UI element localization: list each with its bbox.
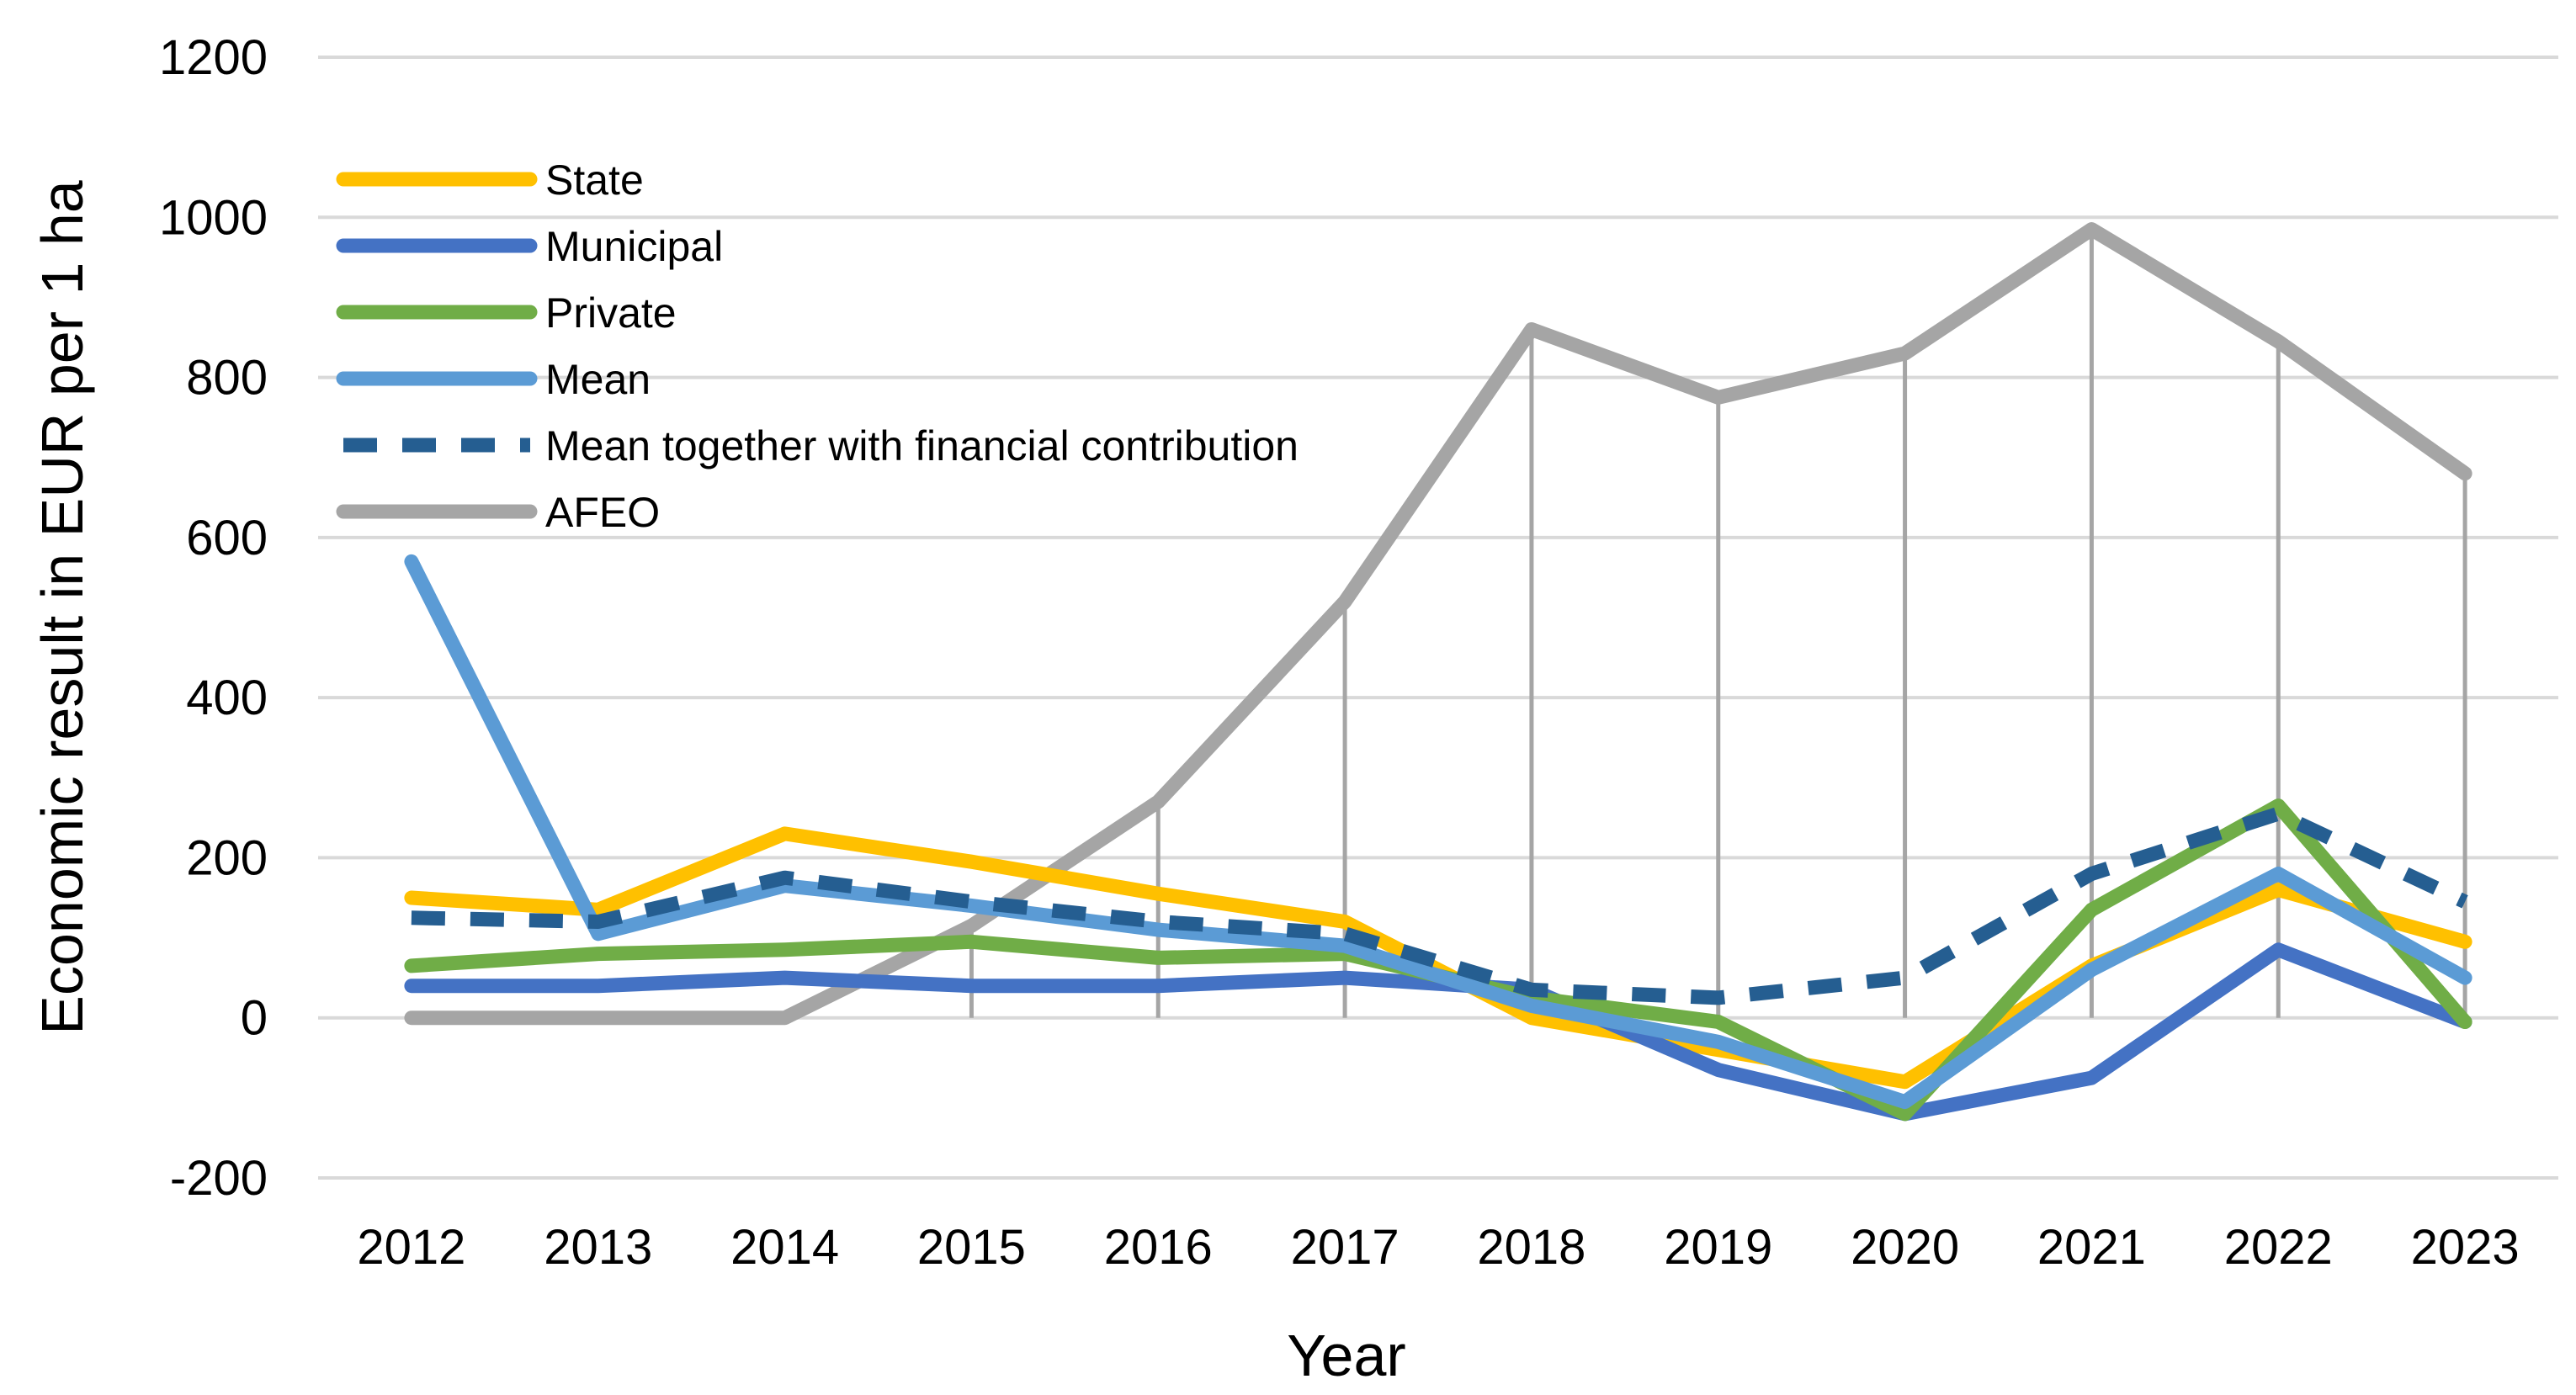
series-lines [404,222,2472,1122]
x-tick-label: 2023 [2411,1220,2520,1275]
legend-label-mean-together-with-financial-contribution: Mean together with financial contributio… [545,422,1299,469]
legend-label-municipal: Municipal [545,223,723,270]
x-tick-label: 2022 [2224,1220,2333,1275]
legend-label-mean: Mean [545,356,651,403]
y-tick-label: -200 [170,1151,268,1206]
x-tick-label: 2014 [730,1220,839,1275]
x-tick-label: 2012 [357,1220,465,1275]
y-axis-title: Economic result in EUR per 1 ha [29,180,95,1035]
x-axis-title: Year [1287,1323,1405,1388]
y-tick-label: 1200 [159,30,268,85]
legend-label-state: State [545,156,644,204]
x-tick-label: 2020 [1851,1220,1959,1275]
y-tick-label: 600 [186,511,268,565]
series-line-municipal [404,942,2472,1122]
y-tick-label: 800 [186,351,268,406]
legend-label-private: Private [545,289,677,337]
x-tick-label: 2015 [917,1220,1026,1275]
y-tick-label: 0 [241,991,268,1046]
x-tick-label: 2017 [1291,1220,1400,1275]
series-line-afeo [404,222,2472,1026]
x-tick-label: 2016 [1104,1220,1213,1275]
y-axis-ticks: -200 0 200 400 600 800 1000 1200 [159,30,268,1206]
x-tick-label: 2019 [1664,1220,1772,1275]
legend: State Municipal Private Mean Mean together w… [336,156,1299,536]
x-tick-label: 2021 [2037,1220,2146,1275]
y-tick-label: 400 [186,671,268,725]
x-tick-label: 2013 [544,1220,652,1275]
legend-label-afeo: AFEO [545,489,660,536]
x-tick-label: 2018 [1477,1220,1585,1275]
x-axis-ticks: 2012 2013 2014 2015 2016 2017 2018 2019 2020 2021… [357,1220,2519,1275]
drop-lines [969,229,2467,1018]
y-tick-label: 200 [186,830,268,885]
y-tick-label: 1000 [159,190,268,245]
series-line-mean [404,554,2472,1110]
